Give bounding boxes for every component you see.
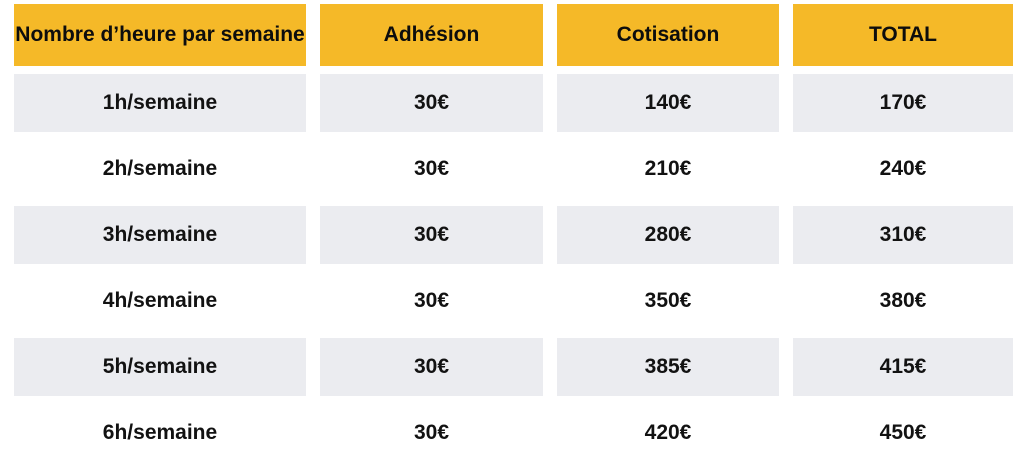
table-row: 2h/semaine 30€ 210€ 240€ (14, 140, 1013, 198)
pricing-table: Nombre d’heure par semaine Adhésion Coti… (14, 4, 1013, 462)
cell-cotisation: 210€ (644, 157, 692, 180)
cell-cotisation: 140€ (557, 74, 779, 132)
cell-total: 450€ (879, 421, 927, 444)
cell-cotisation: 280€ (557, 206, 779, 264)
cell-hours: 5h/semaine (14, 338, 306, 396)
cell-cotisation: 350€ (644, 289, 692, 312)
cell-hours: 4h/semaine (102, 289, 218, 312)
header-cell-total: TOTAL (793, 4, 1013, 66)
table-row: 4h/semaine 30€ 350€ 380€ (14, 272, 1013, 330)
cell-total: 240€ (879, 157, 927, 180)
header-cell-cotisation: Cotisation (557, 4, 779, 66)
cell-hours: 1h/semaine (14, 74, 306, 132)
cell-adhesion: 30€ (320, 206, 543, 264)
cell-adhesion: 30€ (413, 157, 450, 180)
cell-adhesion: 30€ (320, 74, 543, 132)
table-row: 6h/semaine 30€ 420€ 450€ (14, 404, 1013, 462)
cell-adhesion: 30€ (413, 289, 450, 312)
cell-total: 170€ (793, 74, 1013, 132)
cell-cotisation: 385€ (557, 338, 779, 396)
header-cell-adhesion: Adhésion (320, 4, 543, 66)
table-row: 1h/semaine 30€ 140€ 170€ (14, 74, 1013, 132)
table-header-row: Nombre d’heure par semaine Adhésion Coti… (14, 4, 1013, 66)
cell-hours: 3h/semaine (14, 206, 306, 264)
cell-adhesion: 30€ (320, 338, 543, 396)
cell-hours: 6h/semaine (102, 421, 218, 444)
cell-hours: 2h/semaine (102, 157, 218, 180)
cell-adhesion: 30€ (413, 421, 450, 444)
table-row: 5h/semaine 30€ 385€ 415€ (14, 338, 1013, 396)
header-cell-hours: Nombre d’heure par semaine (14, 4, 306, 66)
table-row: 3h/semaine 30€ 280€ 310€ (14, 206, 1013, 264)
cell-total: 310€ (793, 206, 1013, 264)
cell-total: 415€ (793, 338, 1013, 396)
cell-cotisation: 420€ (644, 421, 692, 444)
cell-total: 380€ (879, 289, 927, 312)
